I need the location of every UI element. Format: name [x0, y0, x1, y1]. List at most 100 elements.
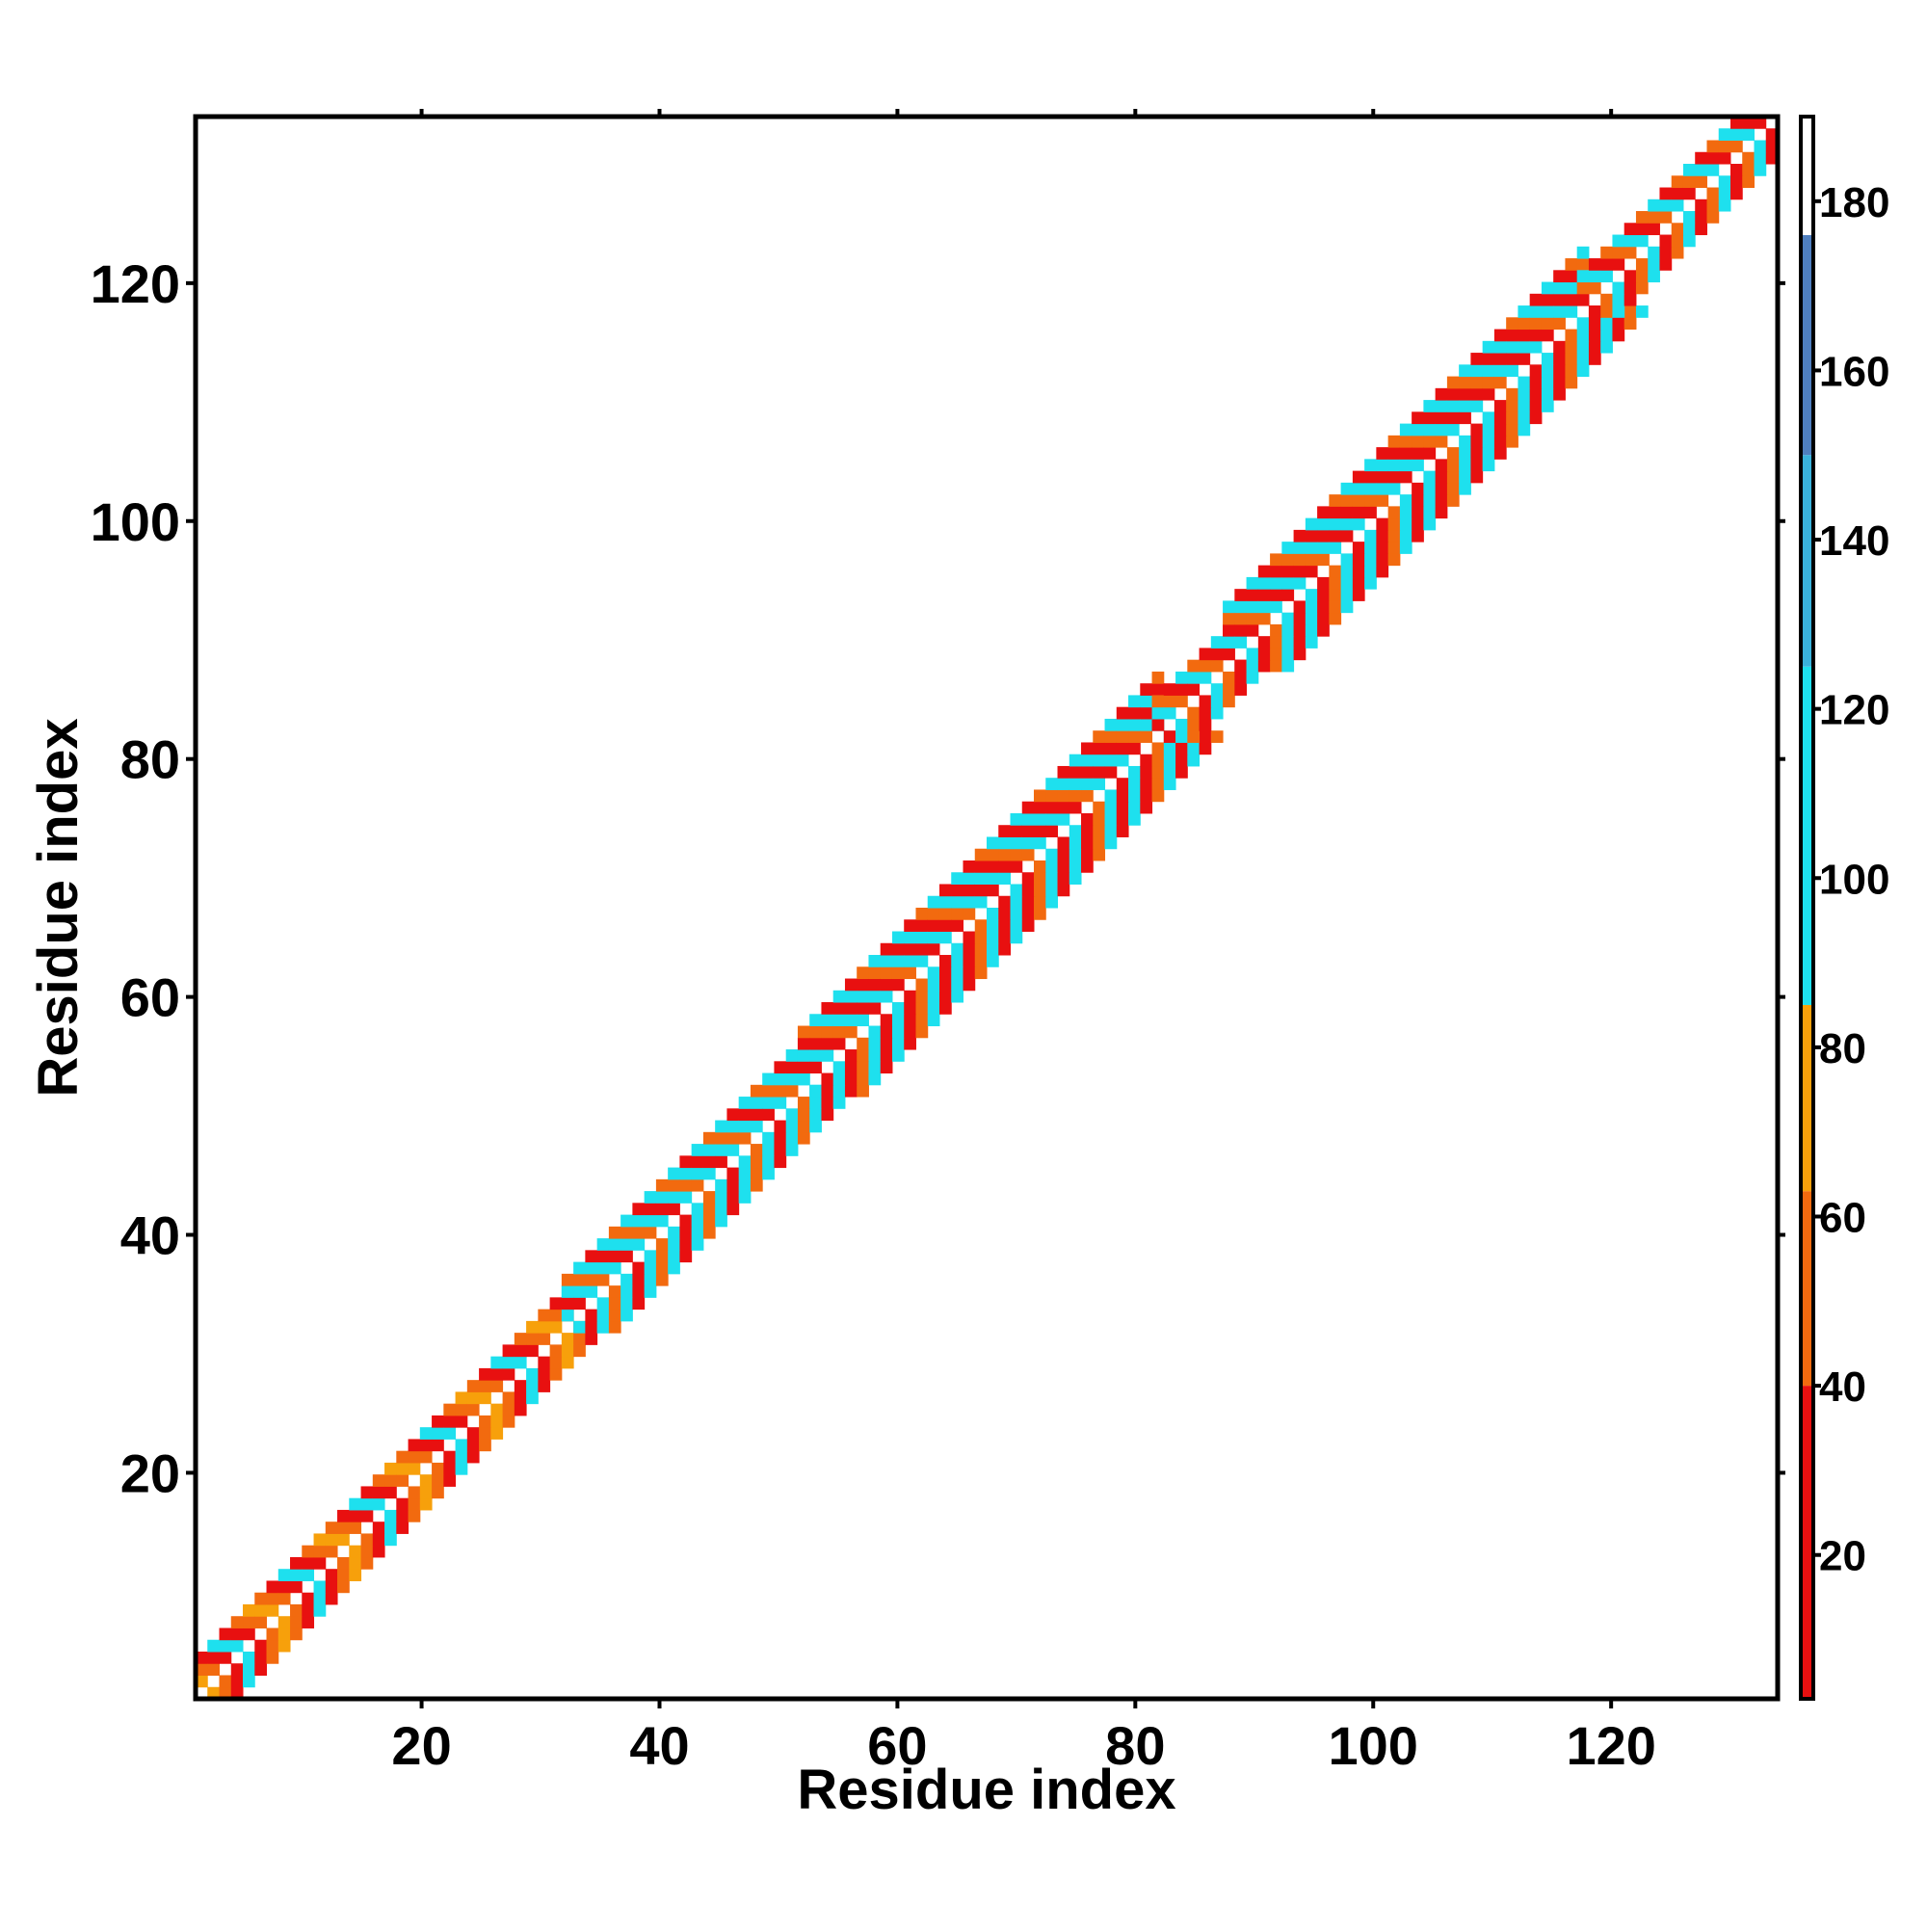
heatmap-cell [1529, 329, 1543, 342]
heatmap-cell [1081, 742, 1094, 755]
heatmap-cell [857, 990, 869, 1003]
heatmap-cell [1281, 612, 1295, 625]
heatmap-cell [573, 1320, 586, 1334]
heatmap-cell [1435, 470, 1448, 484]
heatmap-cell [490, 1427, 504, 1440]
heatmap-cell [1446, 494, 1460, 507]
heatmap-cell [502, 1344, 515, 1358]
heatmap-cell [1151, 754, 1165, 767]
heatmap-cell [230, 1675, 244, 1688]
heatmap-cell [325, 1580, 338, 1594]
heatmap-cell [750, 1084, 763, 1098]
heatmap-cell [785, 1144, 799, 1156]
heatmap-cell [514, 1403, 527, 1416]
heatmap-cell [1459, 364, 1471, 378]
heatmap-cell [1459, 435, 1471, 448]
heatmap-cell [514, 1380, 527, 1392]
heatmap-cell [809, 1097, 822, 1109]
heatmap-cell [974, 942, 988, 956]
heatmap-cell [1518, 305, 1531, 318]
heatmap-cell [868, 955, 882, 967]
heatmap-cell [1010, 836, 1023, 850]
heatmap-cell [1257, 576, 1271, 590]
heatmap-cell [927, 990, 940, 1003]
heatmap-cell [655, 1178, 669, 1192]
heatmap-cell [360, 1533, 374, 1547]
heatmap-cell [809, 1014, 822, 1027]
heatmap-cell [561, 1273, 574, 1286]
heatmap-cell [998, 848, 1011, 861]
heatmap-cell [762, 1108, 775, 1122]
heatmap-cell [1446, 387, 1460, 401]
heatmap-cell [1729, 175, 1743, 189]
heatmap-cell [1199, 742, 1212, 755]
heatmap-cell [526, 1344, 539, 1358]
heatmap-cell [880, 966, 893, 980]
heatmap-cell [1151, 765, 1165, 779]
heatmap-cell [1010, 919, 1023, 932]
heatmap-cell [868, 1061, 882, 1074]
heatmap-cell [1470, 459, 1484, 472]
heatmap-cell [1541, 281, 1554, 295]
heatmap-cell [1034, 884, 1046, 897]
heatmap-cell [1010, 908, 1023, 920]
heatmap-cell [738, 1120, 752, 1133]
heatmap-cell [987, 872, 999, 885]
heatmap-cell [1104, 765, 1118, 779]
heatmap-cell [337, 1509, 350, 1522]
heatmap-cell [1140, 789, 1153, 803]
heatmap-cell [655, 1214, 669, 1228]
heatmap-cell [1706, 211, 1720, 224]
heatmap-cell [384, 1509, 397, 1522]
heatmap-cell [809, 1061, 822, 1074]
heatmap-cell [408, 1486, 421, 1499]
heatmap-cell [963, 931, 976, 944]
heatmap-cell [1671, 223, 1684, 236]
heatmap-cell [963, 860, 976, 873]
heatmap-cell [1128, 695, 1141, 708]
heatmap-cell [1329, 600, 1342, 614]
heatmap-cell [1057, 789, 1070, 803]
heatmap-cell [372, 1474, 385, 1487]
heatmap-cell [1493, 400, 1507, 412]
heatmap-cell [526, 1367, 539, 1381]
heatmap-cell [844, 1084, 858, 1098]
heatmap-cell [1529, 376, 1543, 389]
heatmap-cell [384, 1462, 397, 1475]
heatmap-cell [1223, 623, 1235, 637]
heatmap-cell [1270, 589, 1282, 601]
heatmap-cell [938, 978, 952, 992]
heatmap-cell [466, 1427, 480, 1440]
heatmap-cell [1600, 246, 1613, 259]
heatmap-cell [1352, 506, 1365, 519]
heatmap-cell [1695, 198, 1707, 212]
heatmap-cell [1021, 801, 1035, 814]
heatmap-cell [1163, 754, 1176, 767]
heatmap-cell [1600, 293, 1613, 306]
heatmap-cell [1340, 553, 1354, 567]
heatmap-cell [974, 955, 988, 967]
heatmap-cell [1069, 754, 1082, 767]
heatmap-cell [608, 1261, 621, 1275]
heatmap-cell [904, 990, 916, 1003]
heatmap-cell [1459, 482, 1471, 495]
heatmap-cell [1482, 353, 1495, 365]
heatmap-cell [479, 1427, 491, 1440]
heatmap-cell [1695, 211, 1707, 224]
heatmap-cell [915, 955, 929, 967]
x-tick-label: 20 [391, 1715, 451, 1776]
heatmap-cell [1623, 317, 1637, 331]
y-axis-ticks: 20 40 60 80 100 120 [91, 253, 1785, 1503]
heatmap-cell [691, 1155, 704, 1169]
heatmap-cell [715, 1191, 727, 1204]
heatmap-cell [904, 1037, 916, 1050]
heatmap-cell [809, 1084, 822, 1098]
heatmap-cell [1034, 860, 1046, 873]
heatmap-cell [1281, 576, 1295, 590]
colorbar-tick-label: 40 [1819, 1363, 1866, 1411]
heatmap-cell [1329, 494, 1342, 507]
heatmap-cell [1435, 482, 1448, 495]
heatmap-cell [1010, 860, 1023, 873]
heatmap-cell [987, 908, 999, 920]
heatmap-cell [809, 1108, 822, 1122]
